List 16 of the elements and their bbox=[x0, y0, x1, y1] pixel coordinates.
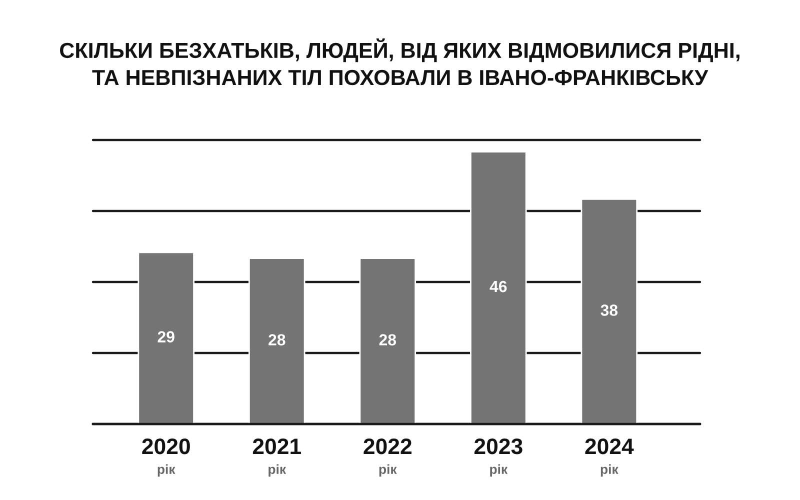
bar bbox=[248, 258, 306, 424]
data-label: 29 bbox=[158, 331, 174, 342]
bar bbox=[359, 258, 416, 424]
bar bbox=[580, 198, 638, 424]
data-label: 28 bbox=[379, 334, 396, 346]
data-label: 28 bbox=[268, 334, 286, 346]
bar bbox=[138, 252, 194, 424]
category-label: 2022 рік bbox=[364, 438, 412, 477]
category-label: 2024 рік bbox=[585, 438, 634, 477]
category-label: 2021 рік bbox=[252, 438, 301, 477]
data-label: 46 bbox=[490, 280, 507, 292]
category-label: 2023 рік bbox=[474, 438, 522, 477]
bar bbox=[470, 151, 527, 424]
chart-title: СКІЛЬКИ БЕЗХАТЬКІВ, ЛЮДЕЙ, ВІД ЯКИХ ВІДМОВИЛИСЯ РІДНІ, ТА НЕВПІЗНАНИХ ТІЛ ПОХОВАЛИ В ІВАНО-ФРАНКІВСЬКУ bbox=[60, 38, 740, 86]
data-label: 38 bbox=[600, 304, 618, 316]
category-label: 2020 рік bbox=[142, 438, 190, 477]
